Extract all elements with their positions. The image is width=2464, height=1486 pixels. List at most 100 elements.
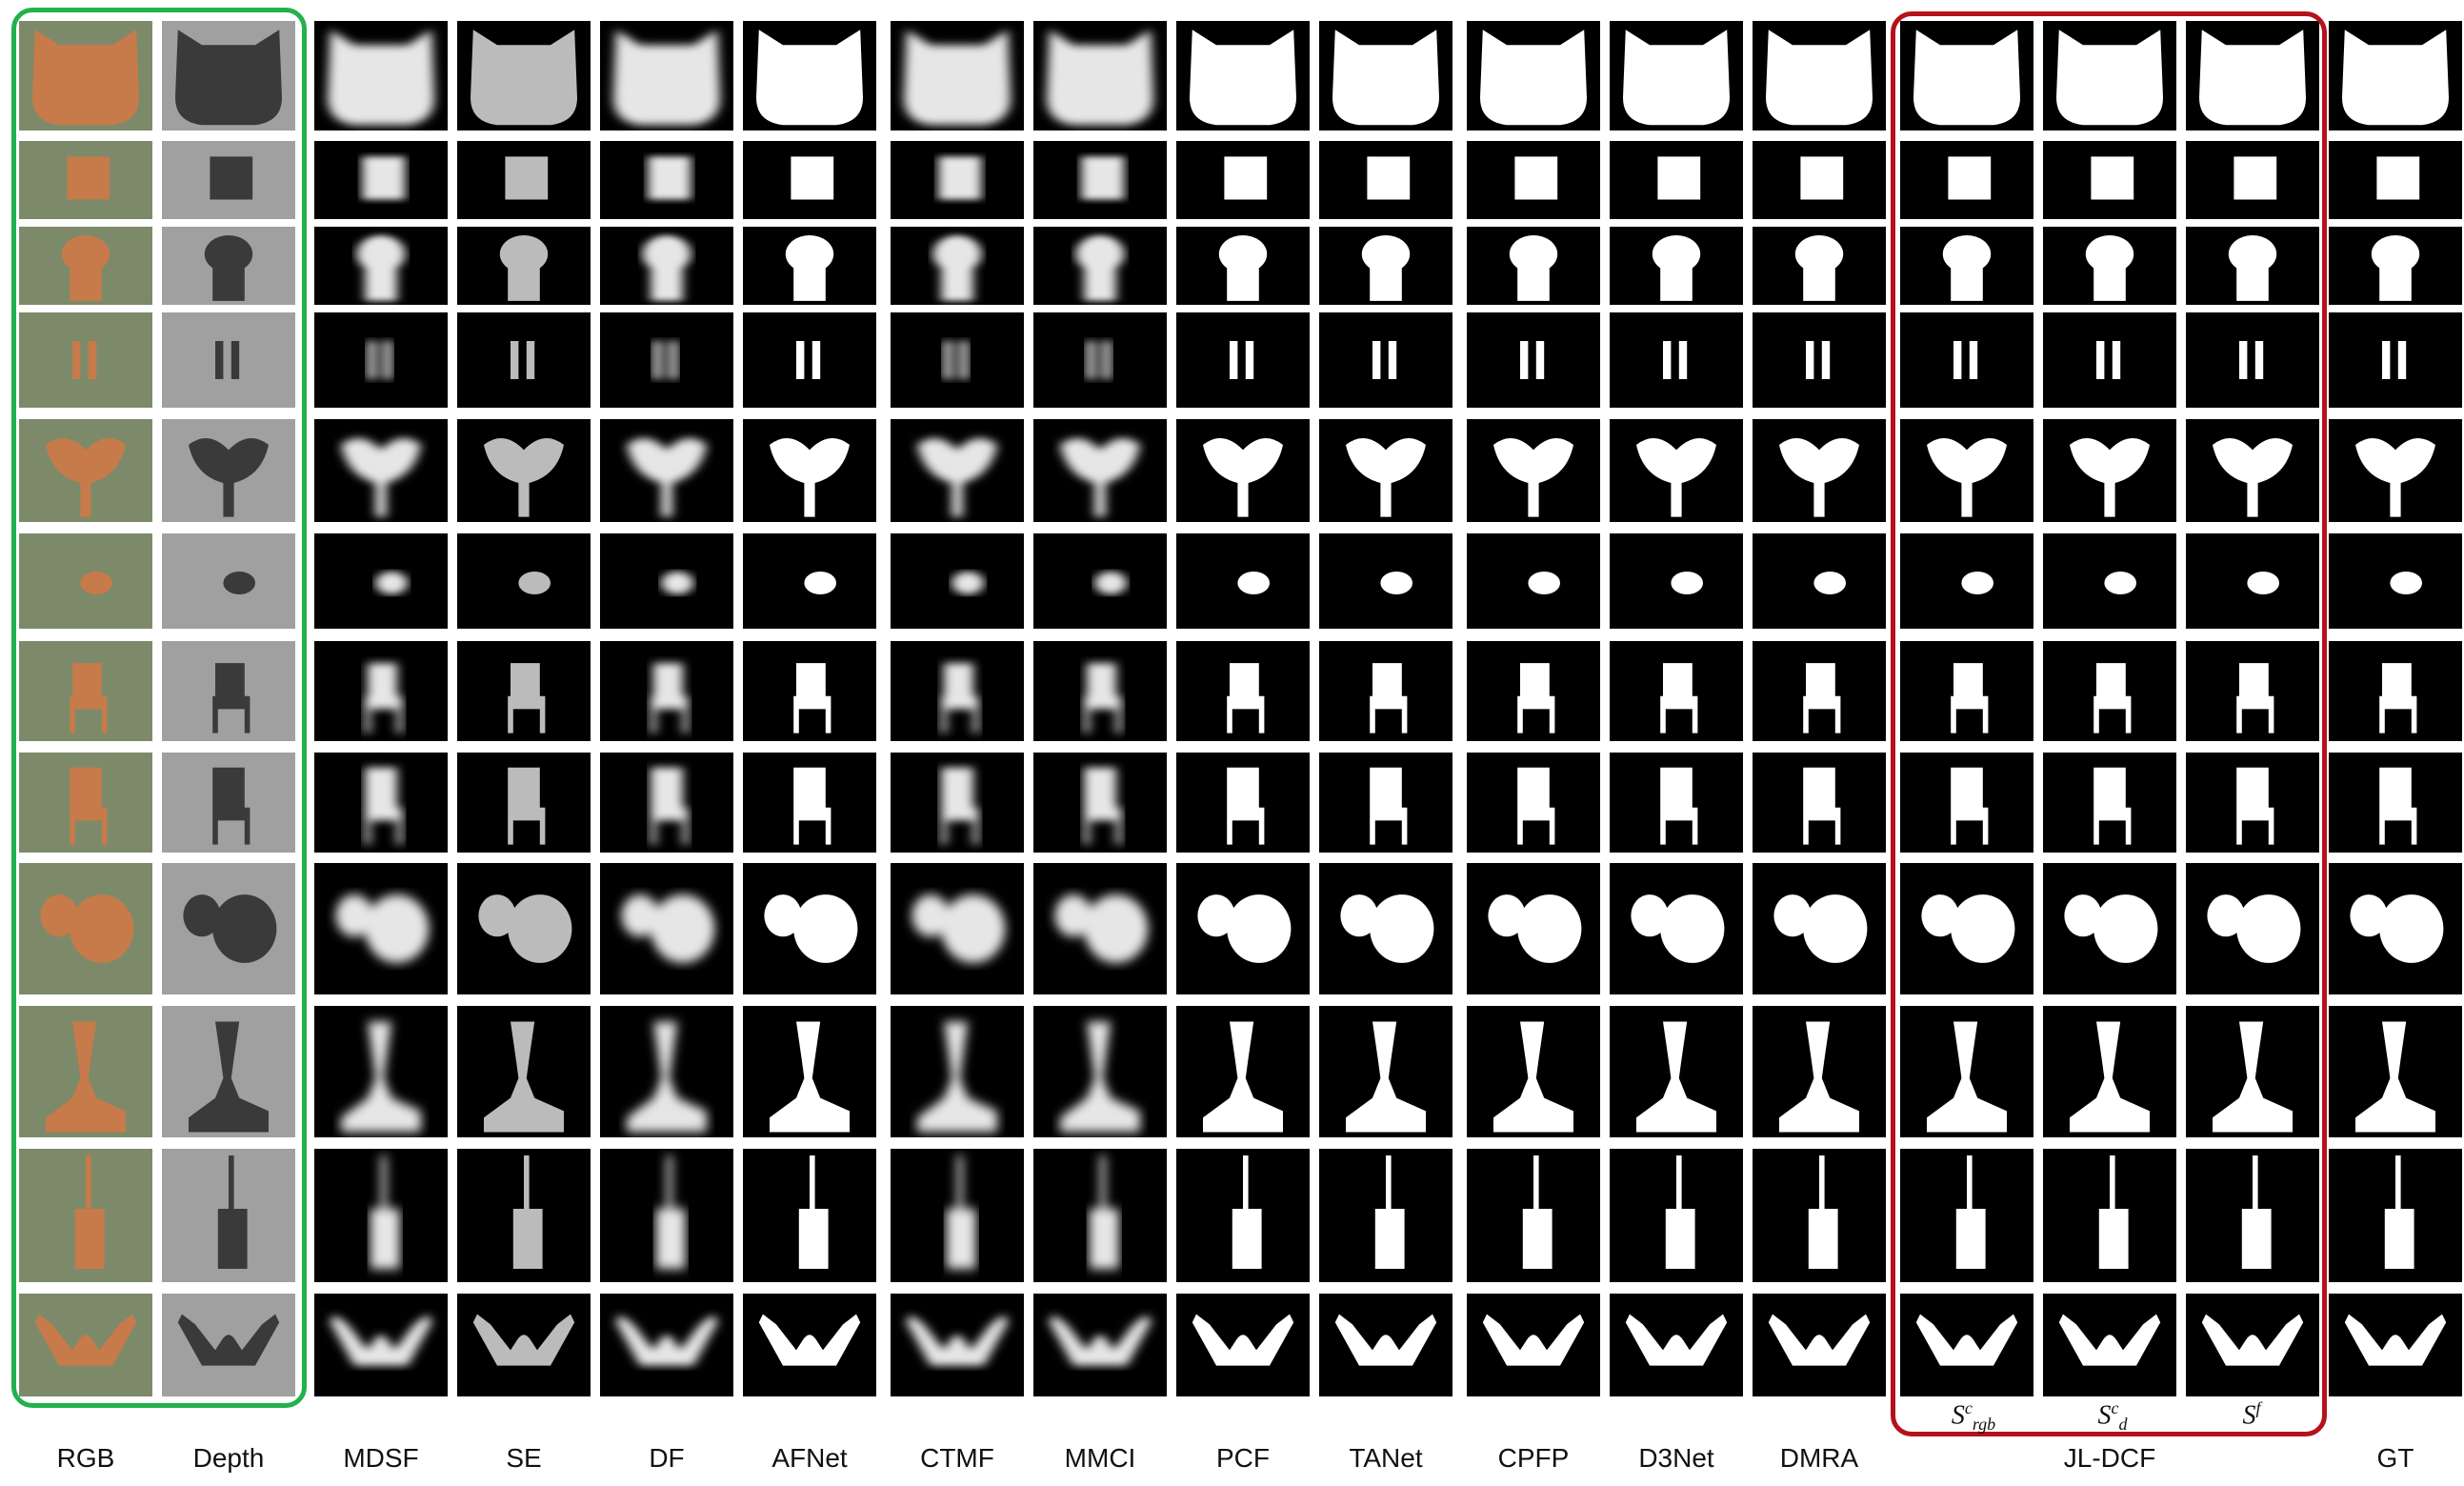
image-r5-df xyxy=(600,419,733,522)
image-r4-mmci xyxy=(1033,312,1167,408)
image-r3-gt xyxy=(2329,227,2462,305)
image-r2-mmci xyxy=(1033,141,1167,219)
image-r6-afnet xyxy=(743,533,876,629)
image-r4-gt xyxy=(2329,312,2462,408)
image-r10-ctmf xyxy=(891,1006,1024,1137)
image-r6-dmra xyxy=(1753,533,1886,629)
image-r7-depth xyxy=(162,641,295,741)
column-label-df: DF xyxy=(649,1443,685,1473)
image-r8-rgb xyxy=(19,753,152,853)
image-r12-mmci xyxy=(1033,1294,1167,1396)
image-r1-dmra xyxy=(1753,21,1886,131)
image-r7-dmra xyxy=(1753,641,1886,741)
image-r12-se xyxy=(457,1294,591,1396)
image-r4-afnet xyxy=(743,312,876,408)
image-r11-ctmf xyxy=(891,1149,1024,1282)
image-r12-rgb xyxy=(19,1294,152,1396)
column-label-afnet: AFNet xyxy=(771,1443,848,1473)
image-r4-se xyxy=(457,312,591,408)
image-r3-df xyxy=(600,227,733,305)
column-label-rgb: RGB xyxy=(56,1443,115,1473)
image-r12-afnet xyxy=(743,1294,876,1396)
image-r4-d3net xyxy=(1610,312,1743,408)
image-r9-mmci xyxy=(1033,863,1167,994)
image-r7-jl-dcf xyxy=(2043,641,2176,741)
image-r5-col14 xyxy=(1900,419,2033,522)
image-r7-d3net xyxy=(1610,641,1743,741)
image-r5-mmci xyxy=(1033,419,1167,522)
image-r8-dmra xyxy=(1753,753,1886,853)
image-r5-rgb xyxy=(19,419,152,522)
image-r5-cpfp xyxy=(1467,419,1600,522)
image-r3-cpfp xyxy=(1467,227,1600,305)
image-r7-ctmf xyxy=(891,641,1024,741)
image-r9-rgb xyxy=(19,863,152,994)
image-r11-se xyxy=(457,1149,591,1282)
image-r4-ctmf xyxy=(891,312,1024,408)
image-r9-depth xyxy=(162,863,295,994)
image-r1-cpfp xyxy=(1467,21,1600,131)
image-r9-cpfp xyxy=(1467,863,1600,994)
image-r9-tanet xyxy=(1319,863,1452,994)
image-r7-afnet xyxy=(743,641,876,741)
sublabel-s-rgb: Scrgb xyxy=(1951,1398,1996,1434)
image-r8-afnet xyxy=(743,753,876,853)
image-r6-mmci xyxy=(1033,533,1167,629)
image-r1-pcf xyxy=(1176,21,1310,131)
image-r12-depth xyxy=(162,1294,295,1396)
image-r5-jl-dcf xyxy=(2043,419,2176,522)
image-r11-col16 xyxy=(2186,1149,2319,1282)
image-r10-gt xyxy=(2329,1006,2462,1137)
image-r1-jl-dcf xyxy=(2043,21,2176,131)
image-r2-se xyxy=(457,141,591,219)
image-r6-gt xyxy=(2329,533,2462,629)
image-r7-df xyxy=(600,641,733,741)
image-r3-mdsf xyxy=(314,227,448,305)
image-r5-afnet xyxy=(743,419,876,522)
column-label-mdsf: MDSF xyxy=(343,1443,419,1473)
image-r8-ctmf xyxy=(891,753,1024,853)
image-r12-col16 xyxy=(2186,1294,2319,1396)
image-r11-gt xyxy=(2329,1149,2462,1282)
image-r8-se xyxy=(457,753,591,853)
image-r10-depth xyxy=(162,1006,295,1137)
image-r2-depth xyxy=(162,141,295,219)
image-r1-col16 xyxy=(2186,21,2319,131)
image-r6-jl-dcf xyxy=(2043,533,2176,629)
image-r3-col16 xyxy=(2186,227,2319,305)
image-r8-mmci xyxy=(1033,753,1167,853)
image-r12-tanet xyxy=(1319,1294,1452,1396)
image-r4-df xyxy=(600,312,733,408)
image-r3-ctmf xyxy=(891,227,1024,305)
input-group-frame xyxy=(11,8,307,1408)
image-r12-pcf xyxy=(1176,1294,1310,1396)
image-r3-afnet xyxy=(743,227,876,305)
column-label-se: SE xyxy=(506,1443,542,1473)
image-r4-col14 xyxy=(1900,312,2033,408)
image-r8-mdsf xyxy=(314,753,448,853)
image-r4-tanet xyxy=(1319,312,1452,408)
column-label-ctmf: CTMF xyxy=(920,1443,994,1473)
image-r1-tanet xyxy=(1319,21,1452,131)
image-r11-cpfp xyxy=(1467,1149,1600,1282)
image-r1-ctmf xyxy=(891,21,1024,131)
column-label-depth: Depth xyxy=(192,1443,265,1473)
sublabel-s-final: Sf xyxy=(2242,1398,2261,1431)
image-r3-dmra xyxy=(1753,227,1886,305)
image-r9-gt xyxy=(2329,863,2462,994)
image-r1-se xyxy=(457,21,591,131)
image-r6-df xyxy=(600,533,733,629)
image-r8-depth xyxy=(162,753,295,853)
image-r4-dmra xyxy=(1753,312,1886,408)
image-r2-jl-dcf xyxy=(2043,141,2176,219)
image-r1-mdsf xyxy=(314,21,448,131)
image-r10-df xyxy=(600,1006,733,1137)
image-r12-ctmf xyxy=(891,1294,1024,1396)
image-r7-tanet xyxy=(1319,641,1452,741)
image-r6-tanet xyxy=(1319,533,1452,629)
image-r10-dmra xyxy=(1753,1006,1886,1137)
image-r9-col16 xyxy=(2186,863,2319,994)
image-r2-col14 xyxy=(1900,141,2033,219)
image-r6-rgb xyxy=(19,533,152,629)
image-r6-col16 xyxy=(2186,533,2319,629)
